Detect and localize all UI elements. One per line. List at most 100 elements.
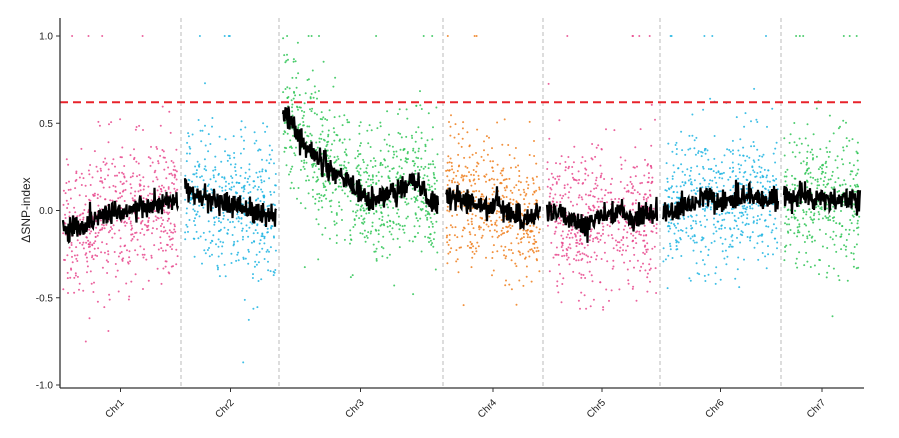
snp-point (226, 154, 229, 157)
snp-point (598, 232, 600, 235)
snp-point (707, 168, 710, 170)
snp-point (240, 217, 243, 220)
snp-point (538, 228, 541, 231)
snp-point (325, 189, 328, 192)
snp-point (857, 226, 860, 229)
snp-point (559, 201, 562, 203)
snp-point (791, 151, 794, 154)
y-tick-label: -0.5 (36, 293, 54, 304)
snp-point (243, 139, 245, 142)
snp-point (785, 215, 788, 218)
snp-point (685, 227, 688, 230)
snp-point (576, 241, 579, 244)
snp-point (515, 184, 518, 187)
snp-point (587, 255, 589, 258)
snp-point (320, 111, 323, 114)
snp-point (303, 159, 306, 162)
snp-point (616, 249, 619, 252)
snp-point (495, 230, 498, 233)
snp-point (428, 184, 431, 186)
snp-point (329, 205, 332, 208)
snp-point (188, 145, 191, 148)
snp-point (82, 177, 85, 180)
snp-point (84, 184, 87, 187)
snp-point (264, 208, 267, 211)
snp-point (143, 185, 146, 188)
snp-point (650, 144, 653, 147)
snp-point (504, 257, 507, 260)
snp-point (150, 254, 153, 257)
snp-point (817, 168, 820, 171)
snp-point (591, 143, 594, 145)
snp-point (646, 164, 649, 167)
snp-point (354, 211, 357, 214)
snp-point (631, 187, 634, 189)
snp-point (456, 170, 459, 172)
snp-point (634, 175, 637, 178)
snp-point (474, 247, 477, 250)
snp-point (133, 235, 135, 238)
snp-point (85, 195, 87, 198)
snp-point (74, 187, 77, 190)
snp-point (345, 169, 348, 172)
snp-point (354, 223, 357, 226)
snp-point (809, 216, 812, 219)
snp-point (531, 193, 534, 196)
snp-point (291, 76, 294, 79)
snp-point (548, 137, 551, 140)
snp-point (548, 270, 551, 273)
snp-point (119, 237, 122, 240)
snp-point (485, 173, 488, 176)
snp-point (689, 169, 692, 172)
snp-point (317, 200, 320, 203)
snp-point (647, 176, 650, 179)
snp-point (398, 246, 401, 249)
snp-point (855, 174, 857, 177)
snp-point (121, 171, 124, 174)
snp-point (700, 150, 703, 153)
snp-point (259, 200, 262, 203)
snp-point (595, 254, 598, 257)
snp-point (684, 182, 687, 185)
snp-point (151, 227, 154, 230)
snp-point (330, 211, 333, 213)
snp-point (572, 204, 574, 207)
snp-point (629, 260, 631, 262)
snp-point (433, 213, 436, 216)
snp-point (472, 169, 475, 171)
snp-point (719, 172, 722, 175)
snp-point (821, 167, 823, 170)
snp-point (431, 242, 434, 245)
snp-point (817, 218, 820, 221)
snp-point (172, 183, 175, 185)
snp-point (549, 192, 552, 195)
snp-point (345, 154, 348, 157)
snp-point (796, 235, 799, 238)
snp-point (397, 222, 400, 225)
snp-point (93, 247, 96, 250)
snp-point (759, 171, 762, 173)
snp-point (533, 155, 536, 157)
snp-point (495, 212, 498, 215)
snp-point (514, 262, 517, 265)
snp-point (772, 253, 774, 256)
snp-point (187, 230, 189, 233)
snp-point (346, 121, 349, 124)
snp-point (794, 262, 797, 265)
snp-point (96, 170, 99, 173)
snp-point (116, 174, 118, 177)
snp-point (384, 166, 387, 169)
snp-point (527, 183, 530, 186)
snp-point (367, 142, 370, 145)
snp-point (522, 232, 525, 235)
snp-point (463, 174, 466, 177)
snp-point (852, 265, 855, 268)
snp-point (245, 224, 248, 227)
snp-point (257, 186, 260, 188)
snp-point (455, 249, 458, 252)
snp-point (244, 171, 247, 174)
snp-point (751, 166, 754, 169)
snp-point (282, 37, 285, 40)
snp-point (743, 204, 746, 207)
snp-point (175, 263, 178, 266)
